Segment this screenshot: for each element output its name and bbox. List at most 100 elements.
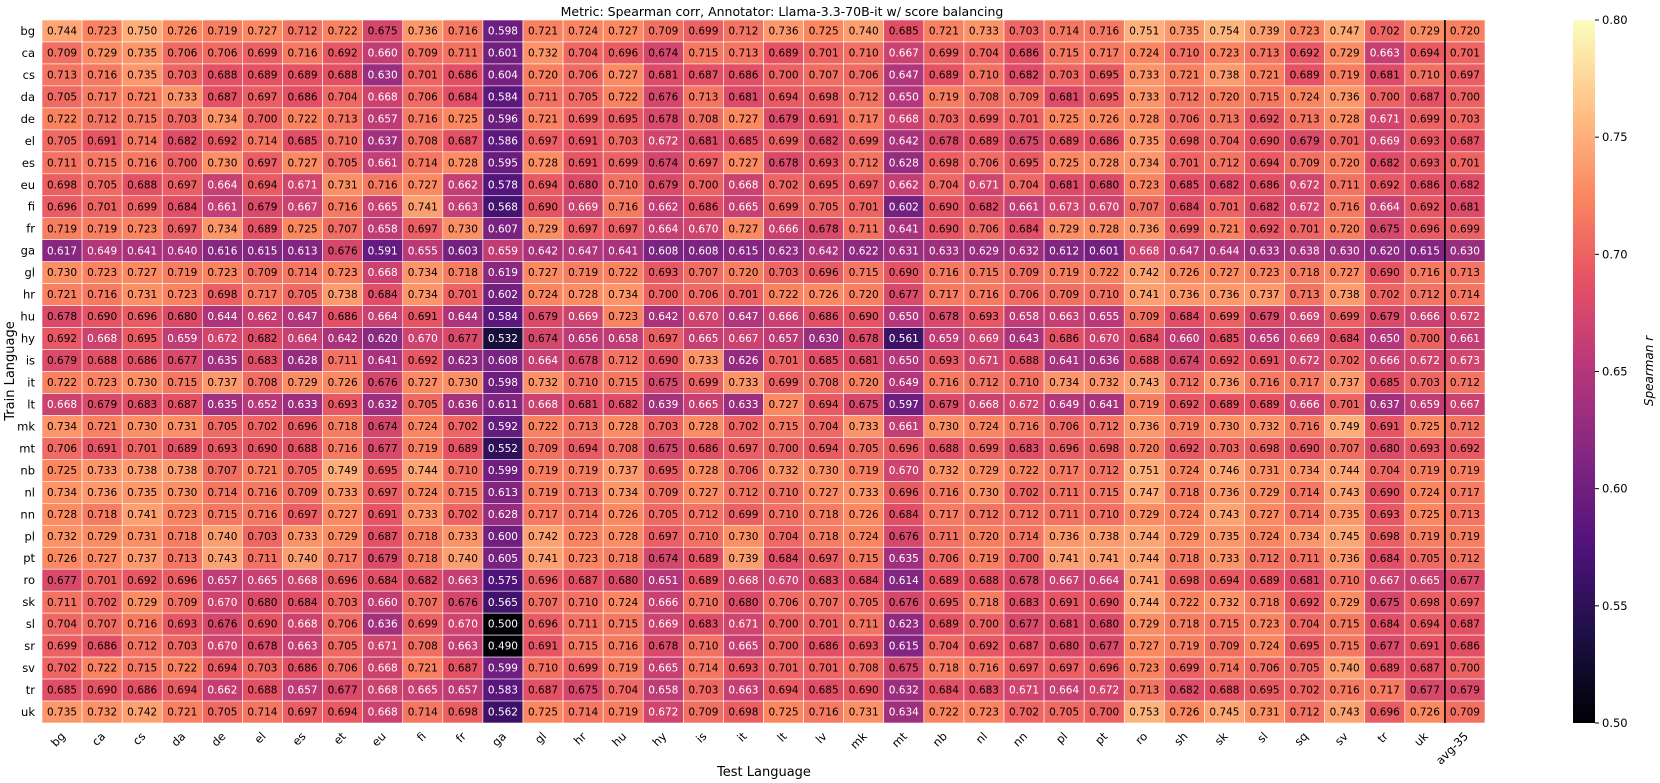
cell-value-label: 0.697 [1049,663,1079,675]
cell-value-label: 0.662 [448,179,478,191]
cell-value-label: 0.665 [1410,575,1440,587]
cell-value-label: 0.649 [87,245,117,257]
cell-value-label: 0.701 [1330,399,1360,411]
cell-value-label: 0.724 [1169,509,1199,521]
cell-value-label: 0.712 [1410,289,1440,301]
y-tick-label: mt [19,441,35,455]
cell-value-label: 0.704 [608,685,638,697]
cell-value-label: 0.712 [1450,377,1480,389]
cell-value-label: 0.713 [568,487,598,499]
cell-value-label: 0.716 [929,267,959,279]
cell-value-label: 0.751 [1129,465,1159,477]
cell-value-label: 0.688 [328,70,358,82]
cell-value-label: 0.722 [1089,267,1119,279]
cell-value-label: 0.712 [728,26,758,38]
cell-value-label: 0.699 [47,641,77,653]
cell-value-label: 0.733 [1129,91,1159,103]
cell-value-label: 0.600 [488,531,518,543]
x-tick-label: bg [48,729,68,749]
cell-value-label: 0.695 [1009,157,1039,169]
cell-value-label: 0.689 [288,70,318,82]
cell-value-label: 0.699 [769,135,799,147]
cell-value-label: 0.744 [1330,465,1360,477]
cell-value-label: 0.687 [1450,619,1480,631]
cell-value-label: 0.730 [127,421,157,433]
cell-value-label: 0.738 [127,465,157,477]
cell-value-label: 0.718 [167,531,197,543]
cell-value-label: 0.667 [1450,399,1480,411]
cell-value-label: 0.719 [47,223,77,235]
cell-value-label: 0.701 [769,355,799,367]
cell-value-label: 0.733 [849,421,879,433]
cell-value-label: 0.707 [1129,201,1159,213]
cell-value-label: 0.665 [688,399,718,411]
cell-value-label: 0.682 [969,201,999,213]
cell-value-label: 0.674 [528,333,558,345]
cell-value-label: 0.656 [1250,333,1280,345]
x-axis-ticks: bg ca cs da de el es et eu fi fr ga gl hr hu hy is it lt lv… [48,729,1471,767]
cell-value-label: 0.686 [688,443,718,455]
cell-value-label: 0.716 [328,443,358,455]
cell-value-label: 0.695 [1290,641,1320,653]
cell-value-label: 0.688 [247,685,277,697]
cell-value-label: 0.687 [368,531,398,543]
cell-value-label: 0.727 [728,223,758,235]
cell-value-label: 0.715 [87,157,117,169]
cell-value-label: 0.718 [809,509,839,521]
cell-value-label: 0.623 [769,245,799,257]
cell-value-label: 0.688 [87,355,117,367]
cell-value-label: 0.642 [648,311,678,323]
cell-value-label: 0.716 [608,201,638,213]
cell-value-label: 0.641 [889,223,919,235]
cell-value-label: 0.719 [608,707,638,719]
cell-value-label: 0.631 [889,245,919,257]
cell-value-label: 0.692 [207,135,237,147]
cell-value-label: 0.584 [488,311,518,323]
cell-value-label: 0.680 [167,311,197,323]
cell-value-label: 0.695 [368,465,398,477]
cell-value-label: 0.741 [1129,575,1159,587]
cell-value-label: 0.690 [1370,267,1400,279]
cell-value-label: 0.727 [288,157,318,169]
cell-value-label: 0.687 [528,685,558,697]
cell-value-label: 0.726 [1169,267,1199,279]
cell-value-label: 0.697 [809,553,839,565]
cell-value-label: 0.694 [809,399,839,411]
cell-value-label: 0.730 [929,421,959,433]
cell-value-label: 0.699 [1169,223,1199,235]
cell-value-label: 0.675 [1009,135,1039,147]
cell-value-label: 0.742 [127,707,157,719]
cell-value-label: 0.727 [809,487,839,499]
cell-value-label: 0.719 [1450,531,1480,543]
cell-value-label: 0.716 [1410,267,1440,279]
colorbar-tick-label: 0.50 [1602,716,1628,730]
cell-value-label: 0.681 [1049,179,1079,191]
cell-value-label: 0.615 [889,641,919,653]
cell-value-label: 0.683 [127,399,157,411]
cell-value-label: 0.727 [769,399,799,411]
cell-value-label: 0.686 [288,91,318,103]
cell-value-label: 0.672 [648,707,678,719]
cell-value-label: 0.679 [1290,135,1320,147]
cell-value-label: 0.718 [408,553,438,565]
cell-value-label: 0.706 [328,663,358,675]
cell-value-label: 0.723 [608,311,638,323]
cell-value-label: 0.666 [1290,399,1320,411]
cell-value-label: 0.744 [1129,553,1159,565]
cell-value-label: 0.715 [1209,619,1239,631]
cell-value-label: 0.702 [1370,26,1400,38]
cell-value-label: 0.716 [969,663,999,675]
cell-value-label: 0.715 [127,113,157,125]
x-tick-label: tr [1374,729,1391,746]
cell-value-label: 0.697 [167,223,197,235]
x-tick-label: is [693,729,709,745]
cell-value-label: 0.699 [127,201,157,213]
cell-value-label: 0.684 [1169,311,1199,323]
cell-value-label: 0.720 [1330,223,1360,235]
cell-value-label: 0.716 [809,707,839,719]
cell-value-label: 0.735 [127,48,157,60]
cell-value-label: 0.731 [1250,707,1280,719]
cell-value-label: 0.712 [288,26,318,38]
cell-value-label: 0.693 [648,267,678,279]
cell-value-label: 0.655 [1089,311,1119,323]
